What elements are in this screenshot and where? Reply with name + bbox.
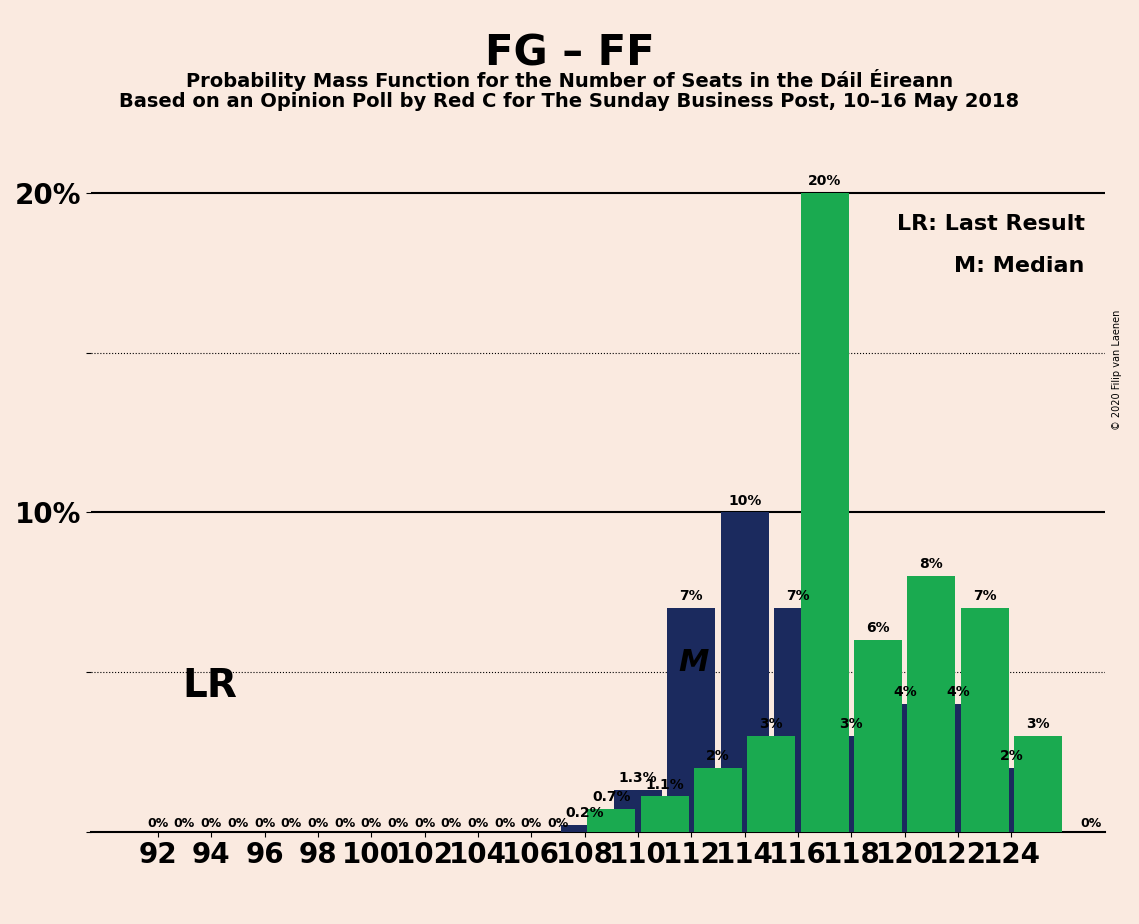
Text: 3%: 3%	[760, 717, 784, 731]
Text: 3%: 3%	[1026, 717, 1050, 731]
Text: 0%: 0%	[467, 817, 489, 830]
Text: 0%: 0%	[227, 817, 248, 830]
Text: 0%: 0%	[254, 817, 276, 830]
Text: 0%: 0%	[441, 817, 462, 830]
Text: © 2020 Filip van Laenen: © 2020 Filip van Laenen	[1112, 310, 1122, 430]
Bar	[854, 640, 902, 832]
Text: 0%: 0%	[548, 817, 568, 830]
Text: 7%: 7%	[973, 590, 997, 603]
Bar	[934, 704, 982, 832]
Text: 0%: 0%	[521, 817, 542, 830]
Text: 0%: 0%	[147, 817, 169, 830]
Text: 7%: 7%	[786, 590, 810, 603]
Bar	[694, 768, 741, 832]
Text: 0%: 0%	[361, 817, 382, 830]
Text: 0%: 0%	[200, 817, 222, 830]
Text: 0.2%: 0.2%	[565, 807, 604, 821]
Text: 0%: 0%	[387, 817, 409, 830]
Text: 0%: 0%	[334, 817, 355, 830]
Bar	[801, 193, 849, 832]
Bar	[588, 809, 636, 832]
Text: Probability Mass Function for the Number of Seats in the Dáil Éireann: Probability Mass Function for the Number…	[186, 69, 953, 91]
Text: FG – FF: FG – FF	[485, 32, 654, 74]
Text: LR: LR	[182, 667, 237, 705]
Text: 4%: 4%	[947, 685, 970, 699]
Text: 10%: 10%	[728, 493, 761, 507]
Text: 6%: 6%	[867, 621, 890, 636]
Text: 0%: 0%	[280, 817, 302, 830]
Bar	[614, 790, 662, 832]
Text: 1.3%: 1.3%	[618, 772, 657, 785]
Text: 3%: 3%	[839, 717, 863, 731]
Text: LR: Last Result: LR: Last Result	[896, 213, 1084, 234]
Bar	[988, 768, 1035, 832]
Bar	[961, 608, 1009, 832]
Text: 0.7%: 0.7%	[592, 790, 631, 805]
Text: 0%: 0%	[413, 817, 435, 830]
Bar	[827, 736, 876, 832]
Bar	[721, 513, 769, 832]
Text: 8%: 8%	[919, 557, 943, 571]
Bar	[747, 736, 795, 832]
Text: 0%: 0%	[1081, 817, 1103, 830]
Text: 0%: 0%	[308, 817, 328, 830]
Text: 2%: 2%	[1000, 749, 1023, 763]
Bar	[1014, 736, 1063, 832]
Bar	[880, 704, 928, 832]
Text: M: Median: M: Median	[954, 256, 1084, 275]
Text: 0%: 0%	[494, 817, 515, 830]
Text: 2%: 2%	[706, 749, 730, 763]
Text: M: M	[678, 648, 708, 677]
Bar	[560, 825, 608, 832]
Text: 0%: 0%	[174, 817, 195, 830]
Text: 7%: 7%	[680, 590, 703, 603]
Bar	[908, 577, 956, 832]
Bar	[667, 608, 715, 832]
Text: 20%: 20%	[808, 175, 842, 188]
Bar	[640, 796, 689, 832]
Text: 1.1%: 1.1%	[646, 778, 685, 792]
Text: 4%: 4%	[893, 685, 917, 699]
Text: Based on an Opinion Poll by Red C for The Sunday Business Post, 10–16 May 2018: Based on an Opinion Poll by Red C for Th…	[120, 92, 1019, 112]
Bar	[775, 608, 822, 832]
